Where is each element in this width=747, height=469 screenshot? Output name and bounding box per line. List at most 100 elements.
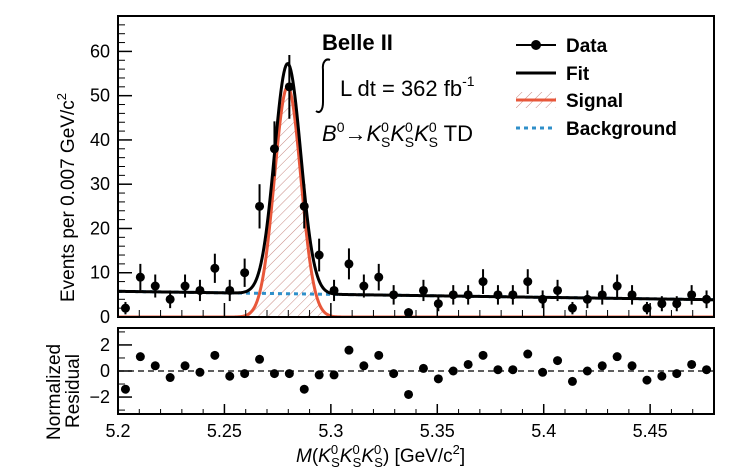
data-point: [389, 285, 399, 305]
residual-point: [702, 365, 712, 375]
integral-icon: [315, 58, 331, 113]
data-marker: [150, 281, 160, 291]
residual-point: [255, 354, 265, 364]
main-y-axis-title: Events per 0.007 GeV/c2: [54, 93, 79, 302]
data-point: [433, 296, 443, 312]
residual-point: [135, 352, 145, 362]
residual-point: [359, 361, 369, 371]
residual-point: [478, 350, 488, 360]
residual-point: [687, 359, 697, 369]
data-marker: [433, 299, 443, 309]
data-point: [582, 290, 592, 309]
residual-point: [508, 365, 518, 375]
data-point: [448, 285, 458, 305]
data-marker: [195, 285, 205, 295]
data-point: [553, 279, 563, 302]
residual-point: [225, 371, 235, 381]
data-marker: [418, 285, 428, 295]
data-marker: [269, 144, 279, 154]
residual-point: [404, 389, 414, 399]
residual-y-tick-label: 2: [100, 335, 110, 355]
residual-point: [433, 374, 443, 384]
x-tick-label: 5.25: [207, 421, 242, 441]
data-marker: [344, 259, 354, 269]
data-marker: [672, 299, 682, 309]
residual-y-ticks: −2 0 2: [89, 331, 132, 411]
residual-points: [120, 345, 712, 399]
data-marker: [627, 290, 637, 300]
main-y-axis-title-exp: 2: [54, 93, 69, 100]
data-marker: [538, 294, 548, 304]
main-y-tick-label: 40: [90, 130, 110, 150]
legend-signal-label: Signal: [566, 91, 623, 112]
data-marker: [180, 281, 190, 291]
data-marker: [493, 290, 503, 300]
residual-panel: −2 0 2 5.2 5.25 5.3 5.35 5.4 5.45 Normalized Re…: [44, 327, 715, 469]
luminosity-label: L dt = 362 fb-1: [340, 73, 475, 101]
main-y-tick-label: 10: [90, 263, 110, 283]
data-point: [135, 263, 145, 291]
x-tick-label: 5.4: [531, 421, 556, 441]
main-y-tick-label: 20: [90, 218, 110, 238]
data-marker: [508, 290, 518, 300]
residual-point: [314, 370, 324, 380]
experiment-label: Belle II: [322, 30, 393, 55]
residual-point: [672, 369, 682, 379]
luminosity-text: L dt = 362 fb: [340, 76, 462, 101]
residual-point: [657, 371, 667, 381]
data-marker: [135, 272, 145, 282]
data-marker: [284, 82, 294, 92]
residual-point: [448, 366, 458, 376]
data-points: [120, 54, 712, 317]
decay-label: B0→K0 SK0 SK0 S TD: [322, 119, 473, 150]
main-plot-frame: [117, 15, 715, 318]
data-point: [672, 296, 682, 312]
data-marker: [374, 272, 384, 282]
residual-point: [344, 345, 354, 355]
data-point: [612, 274, 622, 298]
data-marker: [463, 290, 473, 300]
residual-point: [523, 349, 533, 359]
data-marker: [642, 303, 652, 313]
data-marker: [612, 281, 622, 291]
data-point: [165, 290, 175, 309]
data-marker: [225, 285, 235, 295]
data-marker: [299, 201, 309, 211]
data-point: [284, 54, 294, 119]
residual-point: [493, 365, 503, 375]
data-point: [299, 184, 309, 229]
residual-point: [418, 363, 428, 373]
data-marker: [359, 281, 369, 291]
data-marker: [210, 263, 220, 273]
data-point: [180, 274, 190, 298]
legend-data-label: Data: [566, 36, 608, 57]
data-point: [269, 121, 279, 177]
data-point: [418, 279, 428, 302]
residual-y-tick-label: −2: [89, 387, 110, 407]
x-axis-title: M(K0 SK0 SK0 S) [GeV/c2]: [296, 442, 465, 469]
data-marker: [657, 299, 667, 309]
data-point: [255, 184, 265, 229]
data-marker: [582, 294, 592, 304]
data-marker: [702, 294, 712, 304]
residual-point: [582, 366, 592, 376]
main-y-axis-title-text: Events per 0.007 GeV/c: [58, 100, 79, 302]
residual-point: [538, 367, 548, 377]
luminosity-exponent: -1: [462, 73, 475, 89]
residual-point: [642, 375, 652, 385]
main-y-ticks: 0 10 20 30 40 50 60: [90, 24, 132, 327]
data-point: [314, 238, 324, 272]
data-point: [657, 296, 667, 312]
data-point: [240, 258, 250, 287]
data-point: [702, 290, 712, 309]
data-point: [329, 279, 339, 302]
data-point: [120, 301, 130, 315]
data-point: [627, 285, 637, 305]
data-point: [538, 290, 548, 309]
x-tick-label: 5.45: [633, 421, 668, 441]
residual-point: [299, 384, 309, 394]
main-plot-panel: 0 10 20 30 40 50 60 Events per 0.007 GeV/c2 Be…: [54, 15, 715, 327]
data-point: [344, 248, 354, 280]
data-marker: [120, 303, 130, 313]
